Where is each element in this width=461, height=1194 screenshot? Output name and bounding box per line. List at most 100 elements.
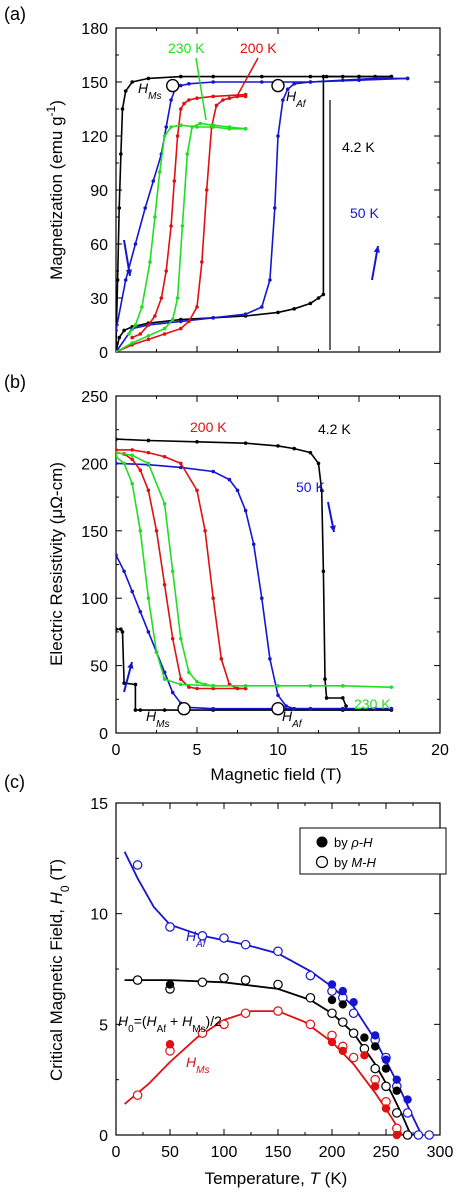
series-point-b-7 (162, 677, 167, 681)
filled-point-0 (392, 1075, 401, 1084)
xtick-label-c: 100 (211, 1144, 238, 1161)
open-point-2 (305, 1019, 316, 1030)
series-point-b-2 (251, 542, 256, 547)
ytick-label-b: 50 (90, 659, 108, 676)
series-line-b-5 (116, 451, 246, 690)
xtick-label-b: 15 (350, 742, 368, 759)
series-point-a-7 (169, 125, 173, 129)
series-point-b-7 (146, 596, 151, 600)
ytick-label-c: 10 (90, 907, 108, 924)
series-point-a-6 (130, 341, 134, 345)
series-point-b-4 (195, 488, 199, 493)
open-point-0 (348, 1008, 359, 1019)
open-point-0 (305, 970, 316, 981)
series-point-a-2 (285, 87, 290, 91)
series-point-b-6 (308, 684, 313, 688)
series-point-a-5 (138, 332, 143, 336)
series-line-a-3 (116, 77, 408, 331)
series-point-a-5 (211, 94, 215, 99)
series-point-b-5 (138, 468, 143, 472)
series-point-b-6 (187, 670, 191, 675)
open-point-2 (197, 1028, 208, 1038)
series-point-a-6 (116, 350, 118, 352)
series-point-b-3 (389, 706, 394, 711)
critical-field-marker-a-0 (165, 78, 180, 93)
open-point-0 (402, 1108, 413, 1118)
series-point-a-1 (260, 74, 264, 79)
arrow-b-up (123, 661, 134, 693)
filled-point-2 (381, 1104, 391, 1113)
series-point-a-2 (292, 82, 297, 86)
anno-c-hms: HMs (186, 1054, 209, 1076)
series-point-a-5 (172, 179, 177, 183)
series-point-a-3 (187, 82, 191, 86)
series-point-b-3 (130, 589, 134, 594)
open-point-1 (197, 977, 208, 988)
ytick-label-a: 90 (90, 183, 108, 200)
series-point-b-4 (219, 657, 224, 661)
series-point-b-2 (116, 461, 118, 466)
panel-label-b: (b) (4, 372, 26, 392)
series-point-b-6 (116, 450, 118, 455)
series-point-a-5 (179, 107, 183, 111)
series-point-b-1 (116, 627, 118, 632)
series-point-b-2 (284, 704, 288, 708)
series-point-a-5 (187, 98, 191, 102)
plot-area-b (116, 437, 394, 712)
series-point-b-0 (341, 696, 345, 700)
series-point-b-6 (130, 453, 134, 458)
ytick-label-a: 30 (90, 291, 108, 308)
series-line-a-5 (131, 93, 246, 339)
series-point-a-1 (211, 74, 215, 79)
ytick-label-b: 200 (81, 456, 108, 473)
series-point-b-6 (389, 685, 394, 689)
xlabel-b: Magnetic field (T) (210, 765, 341, 784)
series-point-b-3 (162, 670, 167, 675)
series-point-b-1 (119, 627, 123, 632)
open-point-1 (391, 1108, 402, 1118)
series-point-b-7 (138, 529, 143, 533)
series-point-a-5 (159, 296, 164, 300)
filled-point-2 (360, 1051, 369, 1060)
series-point-b-0 (195, 440, 199, 444)
filled-point-1 (165, 980, 175, 989)
xtick-label-c: 250 (373, 1144, 400, 1161)
xtick-label-c: 150 (265, 1144, 292, 1161)
xtick-label-b: 0 (112, 742, 121, 759)
series-point-b-0 (321, 569, 326, 574)
panel-label-a: (a) (4, 4, 26, 24)
filled-point-2 (165, 1040, 175, 1049)
ylabel-c: Critical Magnetic Field, H0 (T) (47, 859, 72, 1081)
open-point-1 (305, 992, 316, 1003)
series-point-a-0 (122, 328, 126, 333)
series-point-a-6 (198, 121, 203, 126)
anno-a-hms: HMs (138, 80, 161, 102)
ylabel-a: Magnetization (emu g-1) (44, 100, 66, 280)
series-point-a-3 (133, 242, 138, 246)
series-point-a-1 (357, 74, 361, 79)
series-point-b-3 (116, 553, 118, 557)
series-point-b-4 (162, 454, 167, 459)
filled-point-2 (371, 1082, 380, 1091)
legend-c: by ρ-H by M-H (299, 827, 447, 875)
series-point-a-5 (195, 96, 199, 100)
series-point-a-6 (170, 317, 175, 322)
series-point-a-4 (204, 188, 209, 192)
series-point-a-4 (187, 319, 191, 324)
series-point-b-0 (323, 677, 327, 681)
open-point-0 (273, 946, 283, 957)
open-point-2 (273, 1006, 283, 1016)
open-point-1 (240, 975, 251, 985)
ytick-label-c: 15 (90, 796, 108, 813)
anno-b-230k: 230 K (354, 696, 391, 712)
series-point-a-3 (143, 206, 147, 210)
fit-curve-2 (124, 1010, 403, 1135)
series-point-a-1 (389, 74, 394, 79)
series-point-b-1 (122, 681, 126, 685)
anno-b-42k: 4.2 K (318, 421, 351, 437)
xtick-label-c: 0 (112, 1144, 121, 1161)
series-point-b-5 (130, 457, 134, 462)
series-point-b-0 (319, 488, 324, 493)
open-point-1 (219, 973, 229, 983)
